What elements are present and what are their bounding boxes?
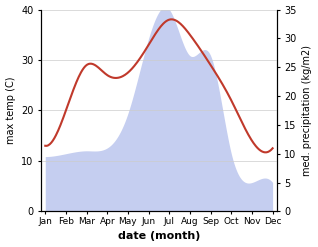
Y-axis label: max temp (C): max temp (C) bbox=[5, 77, 16, 144]
X-axis label: date (month): date (month) bbox=[118, 231, 200, 242]
Y-axis label: med. precipitation (kg/m2): med. precipitation (kg/m2) bbox=[302, 45, 313, 176]
